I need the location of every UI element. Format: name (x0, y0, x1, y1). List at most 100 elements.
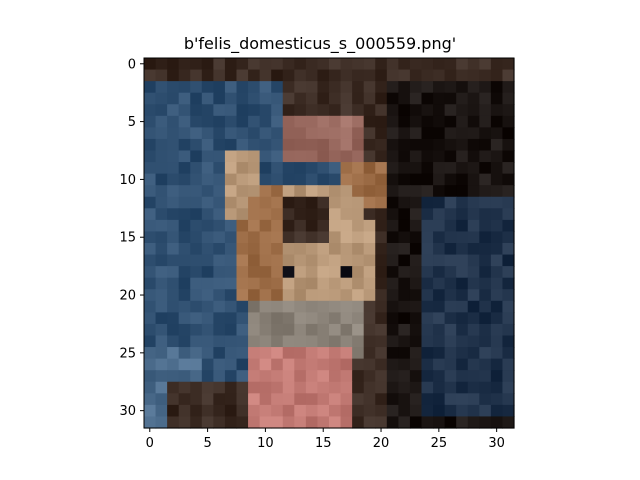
image-pixel (375, 150, 388, 163)
image-pixel (444, 347, 457, 360)
image-pixel (398, 416, 411, 429)
x-tick-label: 10 (257, 436, 274, 451)
image-pixel (271, 162, 284, 175)
image-pixel (363, 254, 376, 267)
image-pixel (259, 416, 272, 429)
image-pixel (282, 115, 295, 128)
image-pixel (201, 300, 214, 313)
image-pixel (444, 404, 457, 418)
image-pixel (155, 266, 168, 279)
image-pixel (201, 416, 214, 429)
image-pixel (363, 347, 376, 360)
image-pixel (201, 219, 214, 233)
image-pixel (386, 69, 399, 82)
image-pixel (236, 127, 249, 140)
image-pixel (305, 370, 319, 383)
image-pixel (282, 358, 295, 371)
image-pixel (201, 312, 214, 325)
image-pixel (398, 162, 411, 175)
image-pixel (421, 266, 434, 279)
image-pixel (144, 300, 157, 313)
image-pixel (167, 289, 180, 302)
image-pixel (271, 381, 284, 394)
image-pixel (144, 138, 157, 152)
image-pixel (305, 81, 319, 94)
image-pixel (456, 58, 469, 71)
image-pixel (271, 104, 284, 117)
image-pixel (340, 277, 353, 290)
image-pixel (456, 162, 469, 175)
image-pixel (190, 104, 203, 117)
image-pixel (398, 127, 411, 140)
image-pixel (502, 300, 515, 313)
image-pixel (433, 185, 446, 198)
image-pixel (155, 92, 168, 105)
image-pixel (433, 127, 446, 140)
image-pixel (201, 323, 214, 337)
image-pixel (190, 208, 203, 221)
image-pixel (502, 277, 515, 290)
image-pixel (201, 393, 214, 406)
image-pixel (236, 243, 249, 256)
image-pixel (502, 358, 515, 371)
image-pixel (305, 300, 319, 313)
image-pixel (282, 289, 295, 302)
image-pixel (201, 208, 214, 221)
image-pixel (178, 358, 191, 371)
image-pixel (409, 404, 423, 418)
image-pixel (375, 231, 388, 244)
image-pixel (305, 266, 319, 279)
image-pixel (144, 323, 157, 337)
plot-title: b'felis_domesticus_s_000559.png' (183, 34, 457, 53)
image-pixel (433, 416, 446, 429)
image-pixel (178, 312, 191, 325)
image-pixel (386, 173, 399, 186)
image-pixel (340, 185, 353, 198)
image-pixel (467, 115, 480, 128)
image-pixel (421, 254, 434, 267)
image-pixel (479, 404, 492, 418)
image-pixel (479, 219, 492, 233)
image-pixel (329, 381, 342, 394)
image-pixel (398, 173, 411, 186)
image-pixel (340, 231, 353, 244)
image-pixel (409, 393, 423, 406)
image-pixel (456, 243, 469, 256)
image-pixel (248, 404, 261, 418)
image-pixel (467, 208, 480, 221)
image-pixel (352, 185, 365, 198)
image-pixel (479, 312, 492, 325)
image-pixel (398, 185, 411, 198)
image-pixel (444, 58, 457, 71)
image-pixel (386, 150, 399, 163)
image-pixel (329, 138, 342, 152)
image-pixel (294, 300, 307, 313)
image-pixel (248, 358, 261, 371)
image-pixel (178, 104, 191, 117)
image-pixel (398, 277, 411, 290)
image-pixel (248, 416, 261, 429)
image-pixel (259, 92, 272, 105)
image-pixel (167, 266, 180, 279)
image-pixel (144, 404, 157, 418)
image-pixel (248, 196, 261, 209)
image-pixel (224, 231, 238, 244)
image-pixel (433, 277, 446, 290)
image-pixel (467, 58, 480, 71)
image-pixel (433, 58, 446, 71)
image-pixel (271, 323, 284, 337)
image-pixel (467, 416, 480, 429)
image-pixel (490, 358, 504, 371)
image-pixel (178, 219, 191, 233)
image-pixel (224, 393, 238, 406)
image-pixel (259, 185, 272, 198)
image-pixel (167, 219, 180, 233)
image-pixel (444, 208, 457, 221)
image-pixel (329, 81, 342, 94)
image-pixel (433, 162, 446, 175)
image-pixel (201, 381, 214, 394)
image-pixel (409, 312, 423, 325)
image-pixel (201, 266, 214, 279)
image-pixel (213, 243, 226, 256)
